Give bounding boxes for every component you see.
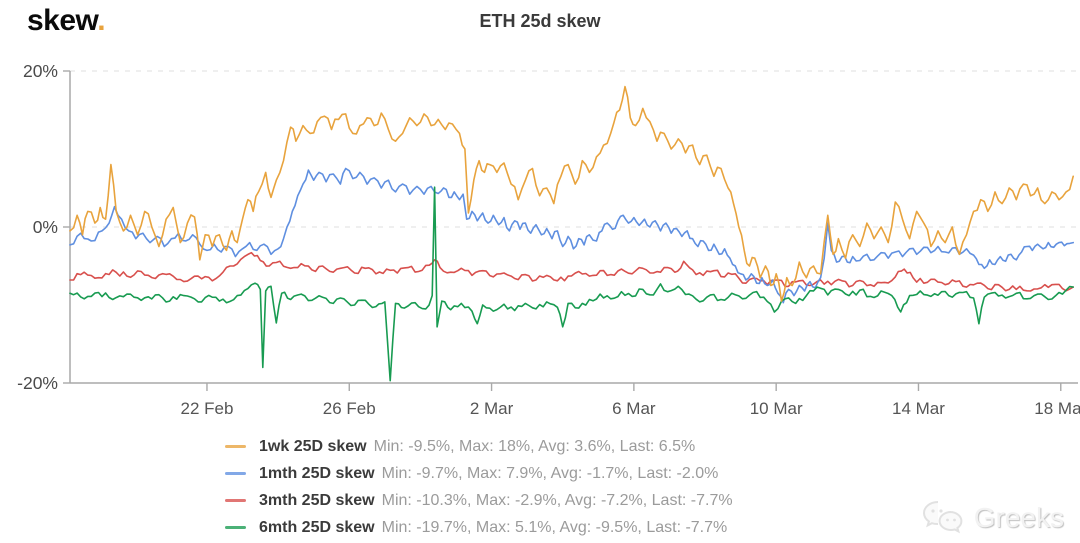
legend-label: 1mth 25D skew [259, 464, 375, 482]
greeks-watermark: Greeks [921, 499, 1064, 537]
x-tick-label: 2 Mar [470, 399, 514, 418]
legend-label: 1wk 25D skew [259, 437, 367, 455]
series-line-6mth[interactable] [69, 186, 1074, 382]
wechat-icon [922, 501, 963, 534]
legend-dash-icon [225, 499, 246, 502]
skew-line-chart[interactable]: 20% 0% -20% 22 Feb 26 Feb 2 Mar 6 Mar 10 Mar 14 … [0, 55, 1080, 433]
skew-logo-text: skew [27, 4, 98, 37]
legend-dash-icon [225, 526, 246, 529]
series-line-1wk[interactable] [69, 85, 1074, 302]
legend-stats: Min: -19.7%, Max: 5.1%, Avg: -9.5%, Last… [381, 518, 728, 536]
x-tick-label: 14 Mar [892, 399, 945, 418]
x-tick-label: 26 Feb [323, 399, 376, 418]
legend-item-6mth[interactable]: 6mth 25D skew Min: -19.7%, Max: 5.1%, Av… [225, 514, 733, 541]
y-tick-label: 0% [33, 217, 58, 237]
legend-stats: Min: -9.7%, Max: 7.9%, Avg: -1.7%, Last:… [381, 464, 719, 482]
x-tick-label: 6 Mar [612, 399, 656, 418]
legend-item-1wk[interactable]: 1wk 25D skew Min: -9.5%, Max: 18%, Avg: … [225, 433, 733, 460]
series-line-3mth[interactable] [69, 251, 1074, 292]
legend-stats: Min: -10.3%, Max: -2.9%, Avg: -7.2%, Las… [381, 491, 733, 509]
y-tick-label: 20% [23, 61, 58, 81]
series-line-1mth[interactable] [69, 167, 1074, 304]
legend-label: 6mth 25D skew [259, 518, 375, 536]
y-tick-label: -20% [17, 373, 58, 393]
legend-stats: Min: -9.5%, Max: 18%, Avg: 3.6%, Last: 6… [373, 437, 696, 455]
legend-item-3mth[interactable]: 3mth 25D skew Min: -10.3%, Max: -2.9%, A… [225, 487, 733, 514]
skew-logo: skew. [27, 4, 106, 38]
legend-item-1mth[interactable]: 1mth 25D skew Min: -9.7%, Max: 7.9%, Avg… [225, 460, 733, 487]
skew-logo-dot: . [97, 4, 106, 37]
legend-dash-icon [225, 472, 246, 475]
greeks-watermark-text: Greeks [973, 502, 1064, 533]
x-tick-label: 18 Mar [1034, 399, 1080, 418]
page-title: ETH 25d skew [479, 11, 601, 31]
x-tick-label: 22 Feb [180, 399, 233, 418]
legend-dash-icon [225, 445, 246, 448]
legend-label: 3mth 25D skew [259, 491, 375, 509]
x-tick-label: 10 Mar [750, 399, 803, 418]
chart-legend: 1wk 25D skew Min: -9.5%, Max: 18%, Avg: … [225, 433, 733, 541]
